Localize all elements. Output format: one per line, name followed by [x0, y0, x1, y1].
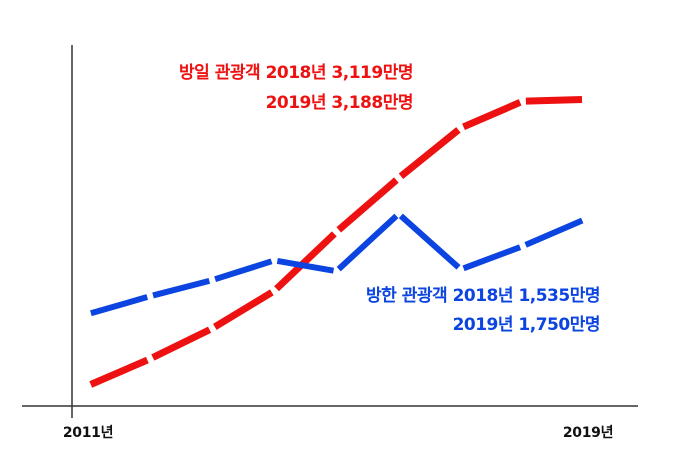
x-tick-label-end: 2019년	[563, 425, 613, 441]
korea-series-segment-6	[398, 213, 461, 270]
japan-series-segment-2	[151, 326, 212, 361]
korea-series-segment-2	[152, 277, 211, 299]
korea-annotation-line1: 방한 관광객 2018년 1,535만명	[366, 286, 600, 306]
korea-series-segment-7	[462, 244, 522, 272]
japan-series-segment-7	[462, 99, 522, 131]
korea-series-segment-8	[524, 217, 584, 248]
japan-series-segment-8	[525, 95, 583, 105]
japan-series-segment-3	[213, 289, 274, 330]
korea-series-segment-1	[90, 294, 149, 317]
korea-series-segment-4	[276, 257, 335, 274]
korea-series-segment-3	[214, 258, 273, 283]
japan-series-segment-1	[89, 356, 149, 388]
japan-annotation-line1: 방일 관광객 2018년 3,119만명	[179, 63, 413, 83]
x-tick-label-start: 2011년	[63, 425, 113, 441]
japan-annotation-line2: 2019년 3,188만명	[266, 93, 413, 113]
korea-series-segment-5	[336, 213, 399, 272]
japan-series-segment-5	[336, 177, 399, 233]
korea-annotation-line2: 2019년 1,750만명	[453, 315, 600, 335]
japan-series-segment-4	[274, 231, 337, 292]
series-layer	[89, 95, 584, 388]
japan-series-segment-6	[398, 127, 461, 179]
